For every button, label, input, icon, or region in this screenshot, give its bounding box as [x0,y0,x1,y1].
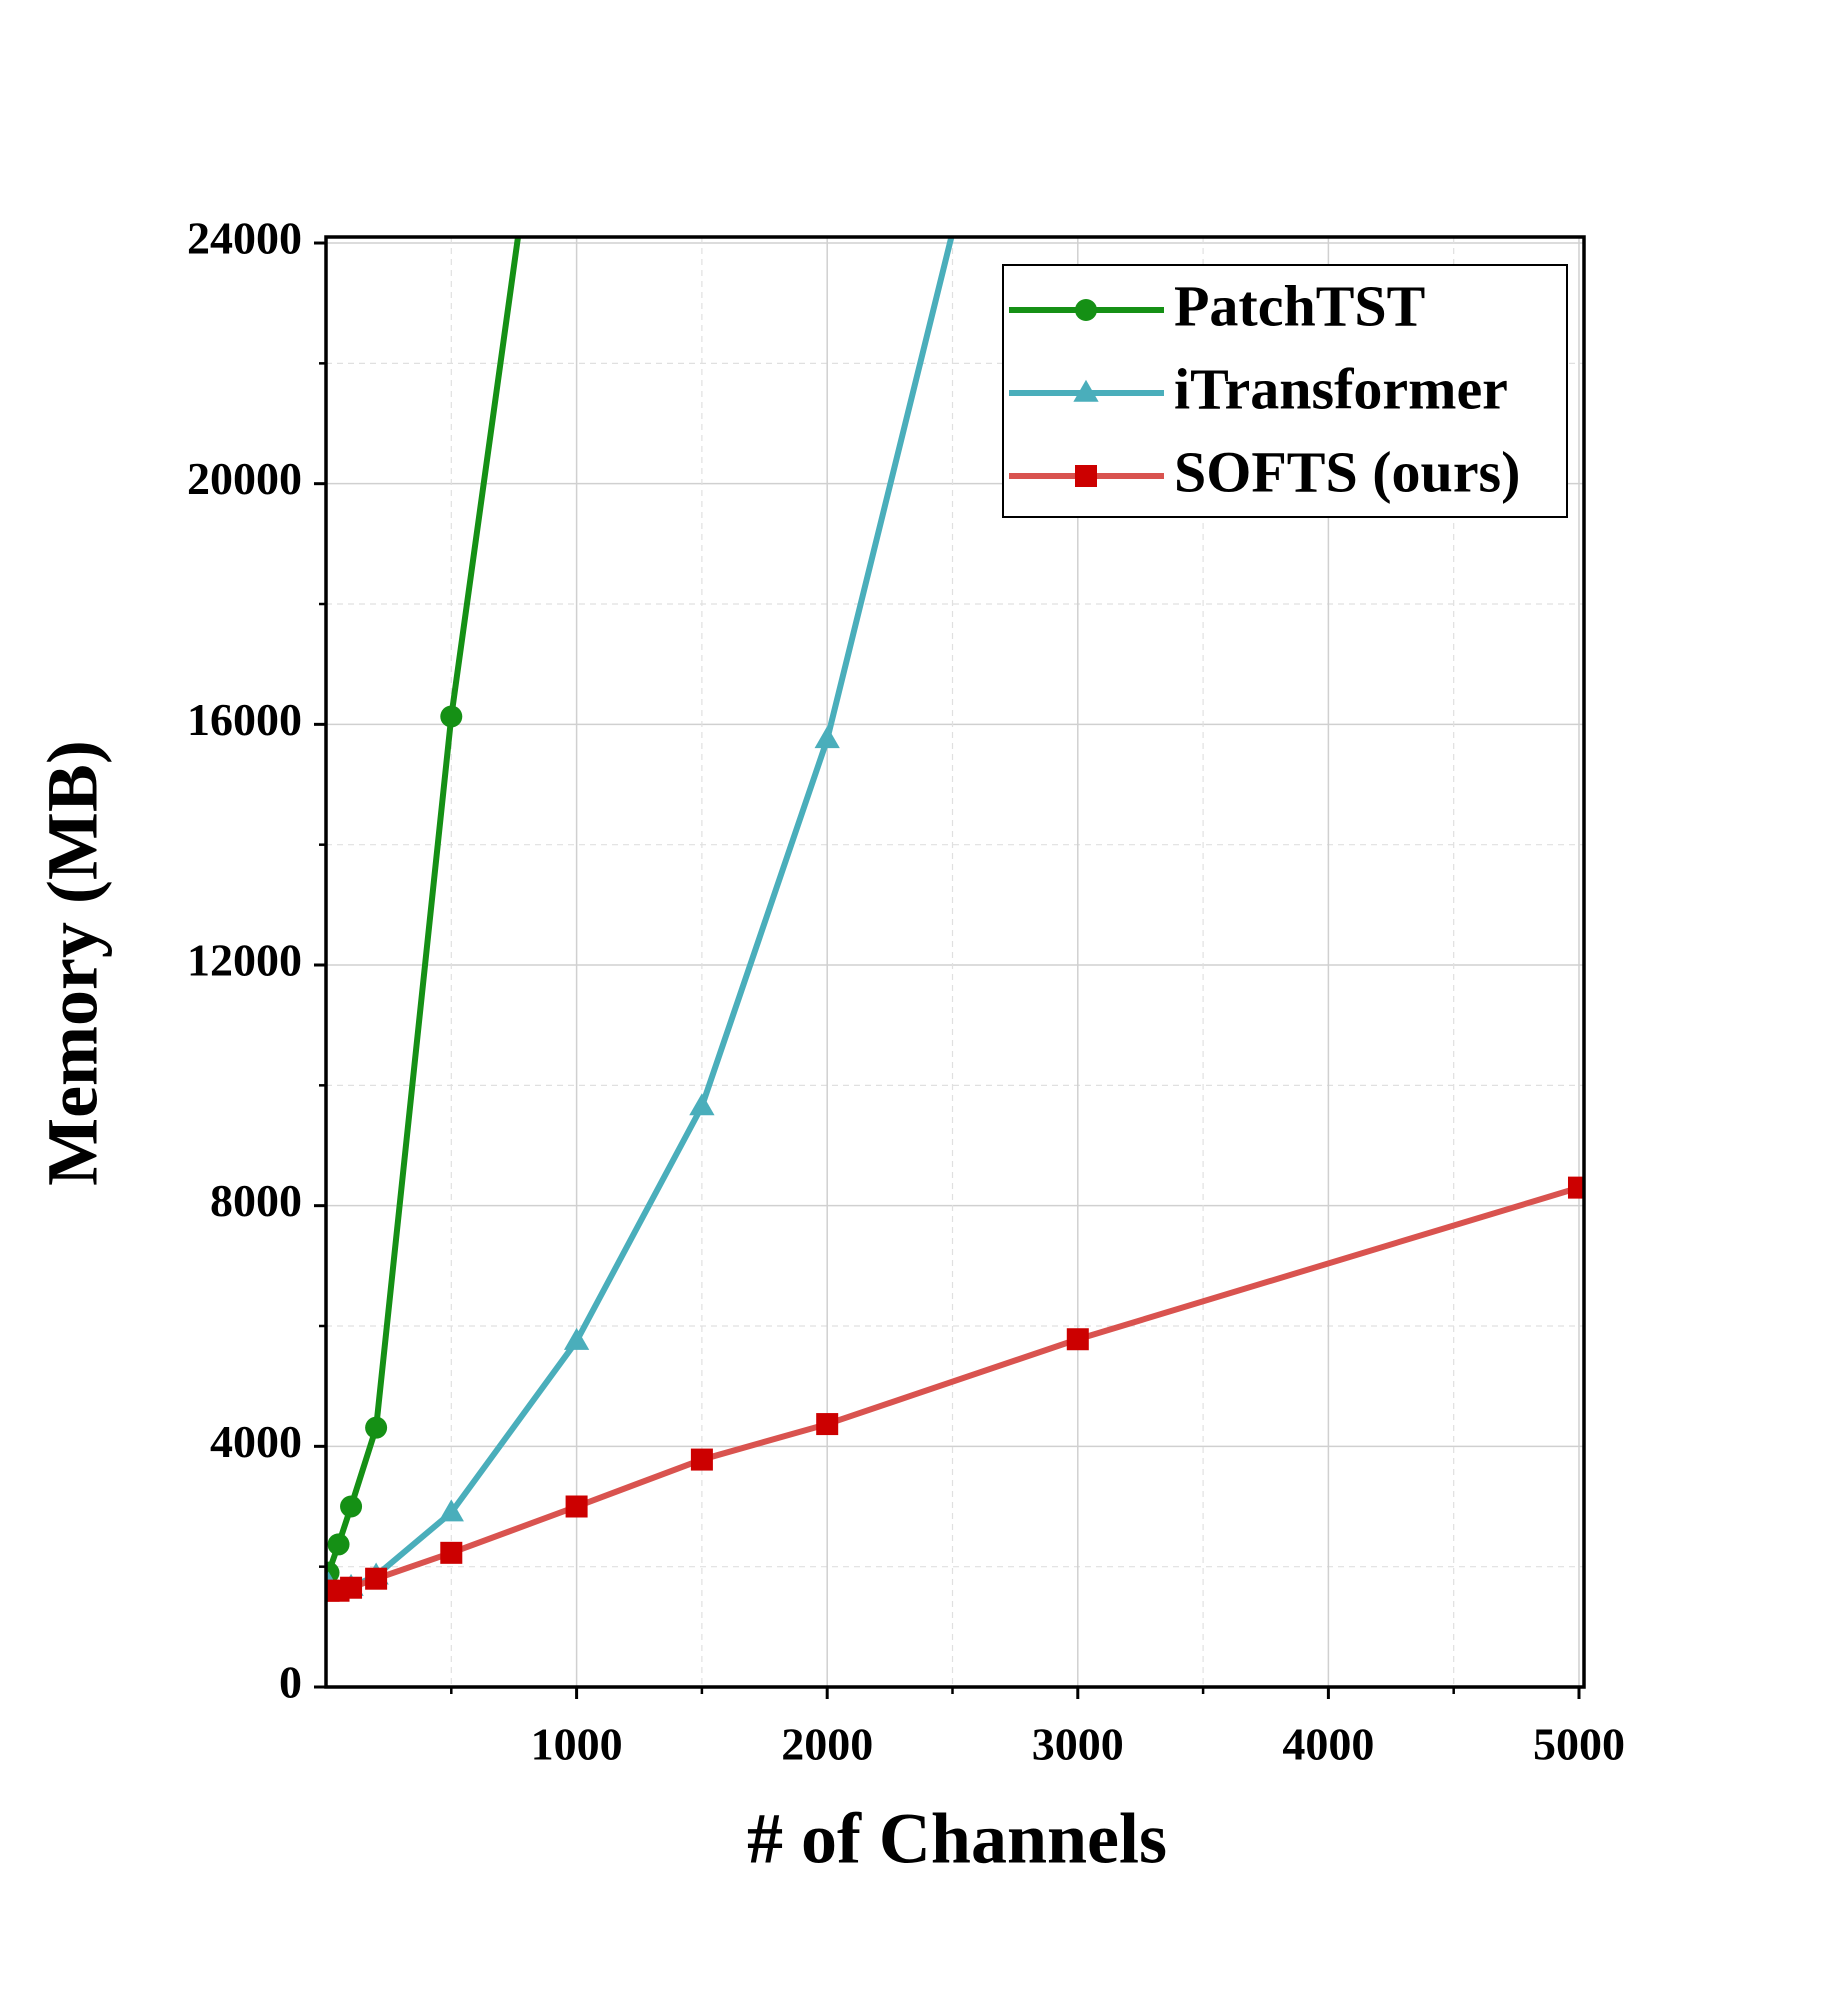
point [440,705,463,728]
point [563,1327,590,1350]
y-tick-label: 24000 [187,213,302,264]
point [340,1495,363,1518]
point [689,1093,715,1116]
point [1567,1176,1584,1199]
point [814,726,840,749]
y-tick-label: 0 [279,1657,302,1708]
point [327,1533,350,1556]
point [1066,1328,1089,1351]
legend-label: PatchTST [1174,273,1425,338]
y-tick-label: 8000 [210,1175,302,1226]
point [440,1541,463,1564]
point [690,1448,713,1471]
y-tick-label: 4000 [210,1416,302,1467]
point [365,1567,388,1590]
x-axis-label: # of Channels [747,1799,1167,1879]
series-line [328,1184,1580,1594]
x-tick-label: 3000 [1032,1719,1124,1770]
point [565,1495,588,1518]
y-tick-label: 12000 [187,935,302,986]
legend-label: SOFTS (ours) [1174,439,1520,504]
point [438,1499,464,1522]
y-tick-label: 20000 [187,453,302,504]
plot-border [324,235,1586,1689]
plot-area [326,237,1584,1602]
y-tick-label: 16000 [187,694,302,745]
point [816,1413,839,1436]
x-tick-label: 2000 [781,1719,873,1770]
legend-marker [1075,465,1097,487]
x-tick-label: 4000 [1282,1719,1374,1770]
point [365,1416,388,1439]
x-tick-label: 5000 [1533,1719,1625,1770]
x-tick-label: 1000 [531,1719,623,1770]
legend-label: iTransformer [1174,356,1508,421]
y-axis-label: Memory (MB) [33,740,113,1186]
legend-marker [1075,299,1097,321]
point [340,1576,363,1599]
legend-marker [1073,379,1099,402]
